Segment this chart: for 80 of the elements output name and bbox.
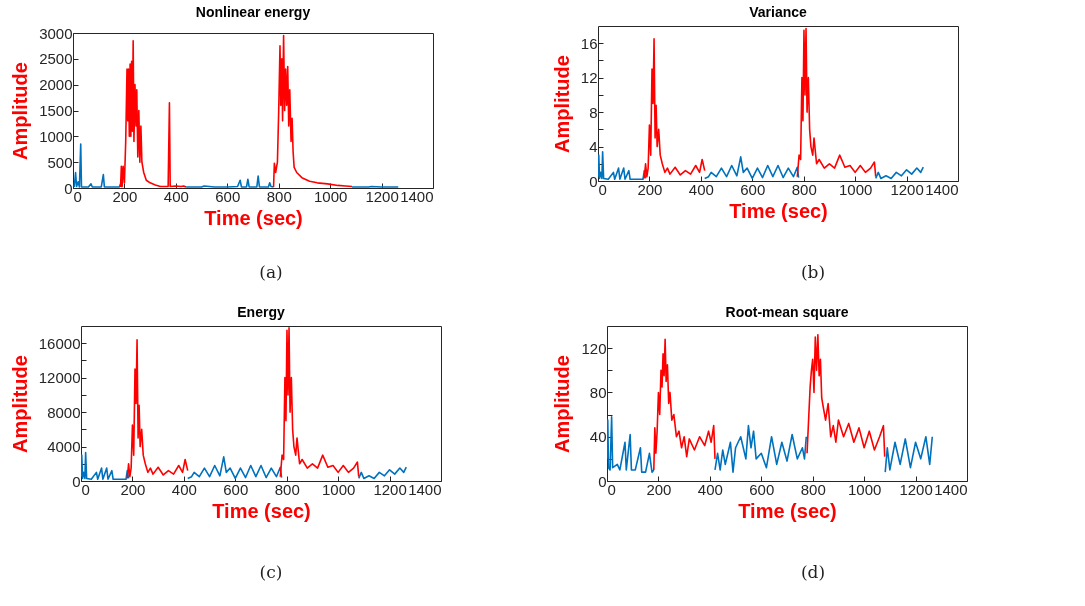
line-series xyxy=(272,34,353,188)
chart-title: Energy xyxy=(237,304,285,320)
line-series xyxy=(884,435,934,473)
y-tick-label: 4000 xyxy=(47,438,81,456)
line-series xyxy=(73,143,123,188)
x-tick-label: 1400 xyxy=(408,480,442,498)
x-tick-label: 400 xyxy=(171,480,197,498)
chart-title: Root-mean square xyxy=(725,304,849,320)
line-series xyxy=(126,338,189,480)
text: (d) xyxy=(799,562,827,582)
text: (c) xyxy=(258,562,284,582)
line-series xyxy=(119,39,187,188)
x-axis-title: Time (sec) xyxy=(212,499,311,522)
y-tick-label: 12000 xyxy=(38,369,81,387)
y-axis-title: Amplitude xyxy=(551,355,574,453)
x-tick-label: 400 xyxy=(697,480,723,498)
x-tick-label: 200 xyxy=(112,187,138,205)
y-axis-title: Amplitude xyxy=(550,55,573,153)
y-tick-label: 500 xyxy=(47,153,73,171)
y-tick-label: 1000 xyxy=(39,127,73,145)
x-axis-title: Time (sec) xyxy=(738,499,837,522)
chart-title: Variance xyxy=(749,4,808,20)
line-series xyxy=(357,466,408,480)
y-tick-label: 1500 xyxy=(39,102,73,119)
x-tick-label: 1200 xyxy=(373,480,407,498)
y-tick-label: 12 xyxy=(580,69,598,87)
x-tick-label: 600 xyxy=(740,180,766,198)
x-tick-label: 200 xyxy=(646,480,672,498)
y-tick-label: 8 xyxy=(589,103,598,121)
x-tick-label: 1200 xyxy=(899,480,933,498)
line-series xyxy=(643,38,706,180)
chart-title: Nonlinear energy xyxy=(195,4,311,20)
x-tick-label: 1000 xyxy=(313,187,348,205)
x-tick-label: 400 xyxy=(163,187,189,205)
y-tick-label: 8000 xyxy=(47,403,81,421)
x-tick-label: 1400 xyxy=(925,180,959,198)
x-tick-label: 600 xyxy=(749,480,775,498)
x-tick-label: 1000 xyxy=(847,480,882,498)
x-tick-label: 800 xyxy=(791,180,817,198)
x-tick-label: 600 xyxy=(223,480,249,498)
y-tick-label: 40 xyxy=(589,428,607,446)
x-axis-title: Time (sec) xyxy=(204,206,303,229)
y-tick-label: 120 xyxy=(581,339,607,357)
line-series xyxy=(703,156,800,180)
line-series xyxy=(874,166,925,180)
x-tick-label: 800 xyxy=(274,480,300,498)
line-series xyxy=(653,338,716,471)
x-tick-label: 1000 xyxy=(321,480,356,498)
x-axis-title: Time (sec) xyxy=(729,199,828,222)
x-tick-label: 600 xyxy=(215,187,241,205)
line-series xyxy=(806,334,886,458)
x-tick-label: 800 xyxy=(266,187,292,205)
x-tick-label: 200 xyxy=(120,480,146,498)
x-tick-label: 1200 xyxy=(365,187,399,205)
x-tick-label: 1400 xyxy=(934,480,968,498)
text: (b) xyxy=(799,262,827,282)
x-tick-label: 800 xyxy=(800,480,826,498)
x-tick-label: 1400 xyxy=(400,187,434,205)
line-series xyxy=(598,150,647,181)
line-series xyxy=(186,456,283,480)
line-series xyxy=(185,175,275,188)
x-tick-label: 1200 xyxy=(890,180,924,198)
line-series xyxy=(607,415,655,473)
x-tick-label: 200 xyxy=(637,180,663,198)
y-tick-label: 16000 xyxy=(38,334,81,352)
y-axis-title: Amplitude xyxy=(8,355,31,453)
text: (a) xyxy=(258,262,284,282)
y-tick-label: 2000 xyxy=(39,76,73,94)
y-tick-label: 80 xyxy=(589,383,607,401)
line-series xyxy=(714,424,808,473)
line-series xyxy=(279,326,360,478)
y-tick-label: 4 xyxy=(589,138,598,156)
y-axis-title: Amplitude xyxy=(9,62,32,160)
y-tick-label: 2500 xyxy=(39,50,73,68)
line-series xyxy=(796,27,877,178)
x-tick-label: 1000 xyxy=(838,180,873,198)
x-tick-label: 400 xyxy=(688,180,714,198)
y-tick-label: 16 xyxy=(580,34,598,52)
y-tick-label: 3000 xyxy=(39,24,73,42)
line-series xyxy=(81,451,130,481)
